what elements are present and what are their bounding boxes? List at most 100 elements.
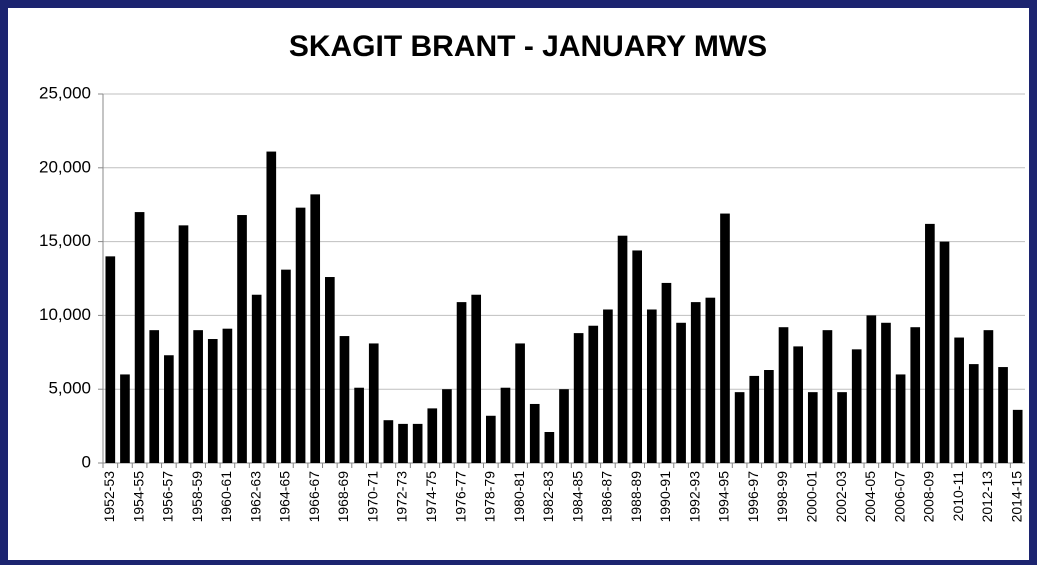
bar: [588, 325, 599, 463]
bar: [295, 207, 306, 463]
x-tick-label: 1990-91: [657, 471, 673, 523]
x-tick-label: 1980-81: [511, 471, 527, 523]
bar: [734, 392, 745, 463]
chart-title: SKAGIT BRANT - JANUARY MWS: [289, 30, 767, 63]
bar: [749, 375, 760, 463]
bar: [603, 309, 613, 463]
x-tick-label: 1972-73: [394, 471, 410, 523]
bar: [646, 309, 657, 463]
bar: [764, 370, 774, 463]
bar: [515, 343, 525, 463]
x-tick-label: 1998-99: [774, 471, 790, 523]
bar: [383, 420, 394, 463]
x-tick-label: 2006-07: [891, 471, 907, 523]
x-tick-label: 1952-53: [101, 471, 117, 523]
x-tick-label: 1966-67: [306, 471, 322, 523]
x-tick-label: 2000-01: [803, 471, 819, 523]
y-tick-label: 20,000: [39, 157, 91, 176]
bar: [105, 256, 116, 463]
bar: [456, 302, 467, 463]
bar: [325, 277, 335, 463]
bar: [500, 387, 511, 463]
bar: [354, 387, 364, 463]
x-tick-label: 1964-65: [277, 471, 293, 523]
bar: [661, 282, 672, 463]
x-tick-label: 1988-89: [628, 471, 644, 523]
bar: [939, 241, 950, 463]
x-tick-label: 1954-55: [130, 471, 146, 523]
bar: [529, 403, 540, 463]
bar: [251, 294, 262, 463]
bar: [207, 339, 218, 463]
x-tick-label: 1960-61: [218, 471, 234, 523]
bar: [881, 322, 891, 463]
bar: [178, 225, 189, 463]
bar: [398, 423, 408, 463]
y-tick-label: 25,000: [39, 83, 91, 102]
bar: [632, 250, 643, 463]
bar: [427, 408, 438, 463]
bar: [837, 392, 847, 463]
x-tick-label: 1978-79: [482, 471, 498, 523]
bar: [222, 328, 233, 463]
bar: [281, 269, 291, 463]
frame: SKAGIT BRANT - JANUARY MWS 0 5,000 10,000 1…: [8, 8, 1029, 560]
x-tick-label: 1968-69: [335, 471, 351, 523]
x-tick-label: 1992-93: [686, 471, 702, 523]
x-tick-label: 1956-57: [160, 471, 176, 523]
bar: [895, 374, 906, 463]
bar: [822, 330, 833, 463]
bar: [676, 322, 686, 463]
bar: [998, 367, 1008, 463]
bar: [310, 194, 321, 464]
bar: [866, 315, 877, 463]
x-tick-label: 1982-83: [540, 471, 556, 523]
bar: [149, 330, 160, 463]
bar: [471, 294, 482, 463]
x-tick-label: 1976-77: [452, 471, 468, 523]
bar: [720, 213, 730, 463]
x-tick-label: 1984-85: [569, 471, 585, 523]
y-tick-label: 0: [82, 452, 91, 471]
bar: [368, 343, 379, 463]
bar: [925, 223, 935, 463]
x-tick-label: 2008-09: [921, 471, 937, 523]
x-tick-label: 1974-75: [423, 471, 439, 523]
bar: [164, 355, 174, 463]
x-tick-label: 1994-95: [716, 471, 732, 523]
chart: SKAGIT BRANT - JANUARY MWS 0 5,000 10,000 1…: [39, 30, 1025, 523]
x-tick-label: 2004-05: [862, 471, 878, 523]
bar: [778, 327, 789, 463]
x-tick-label: 1996-97: [745, 471, 761, 523]
bar: [134, 212, 145, 463]
bar: [573, 333, 584, 463]
y-tick-label: 15,000: [39, 231, 91, 250]
x-tick-label: 2012-13: [979, 471, 995, 523]
bar: [442, 389, 452, 463]
bar: [793, 346, 803, 463]
bar: [237, 215, 247, 463]
bar: [690, 302, 701, 463]
bar: [544, 432, 555, 463]
x-tick-label: 2002-03: [833, 471, 849, 523]
bar: [266, 151, 277, 463]
bar: [983, 330, 994, 463]
bar: [1012, 409, 1023, 463]
bar: [559, 389, 569, 463]
bar: [485, 415, 496, 463]
bar: [910, 327, 921, 463]
x-tick-label: 1958-59: [189, 471, 205, 523]
x-tick-label: 2014-15: [1008, 471, 1024, 523]
y-tick-label: 10,000: [39, 305, 91, 324]
bar: [851, 349, 862, 463]
bar: [617, 235, 628, 463]
bar: [705, 297, 716, 463]
bar: [339, 336, 350, 463]
bar: [968, 364, 979, 463]
x-tick-label: 1986-87: [599, 471, 615, 523]
bar: [807, 392, 818, 463]
y-tick-label: 5,000: [48, 379, 91, 398]
x-tick-label: 1962-63: [247, 471, 263, 523]
x-tick-label: 2010-11: [950, 471, 966, 522]
